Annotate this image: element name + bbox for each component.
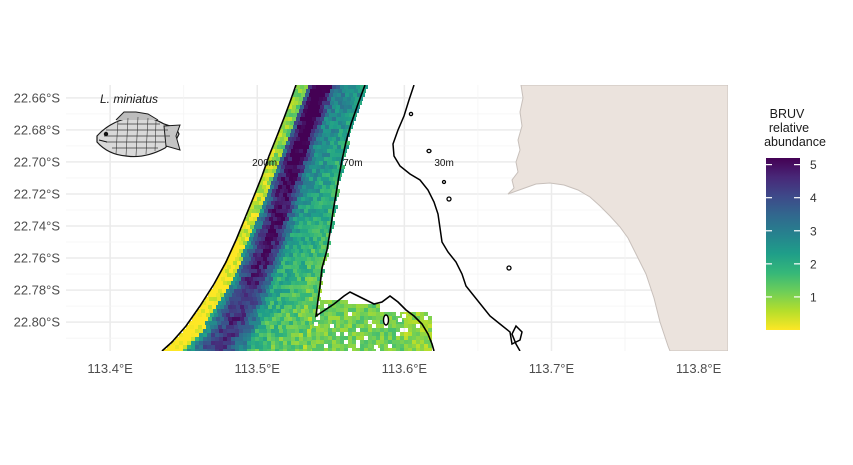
- y-tick-label: 22.68°S: [14, 122, 61, 137]
- y-axis: 22.66°S 22.68°S 22.70°S 22.72°S 22.74°S 22.76…: [14, 90, 61, 329]
- y-tick-label: 22.76°S: [14, 251, 61, 266]
- y-tick-label: 22.78°S: [14, 283, 61, 298]
- reef-outline: [426, 148, 432, 154]
- reef-outline: [408, 111, 414, 117]
- x-tick-label: 113.7°E: [529, 361, 575, 376]
- contour-30m-line: [392, 85, 523, 351]
- x-tick-label: 113.4°E: [87, 361, 133, 376]
- legend-title-line: abundance: [764, 135, 826, 149]
- contour-label: 200m: [252, 158, 277, 169]
- contour-70m-line: [314, 85, 435, 351]
- contour-label: 70m: [343, 158, 362, 169]
- y-tick-label: 22.72°S: [14, 186, 61, 201]
- x-axis: 113.4°E 113.5°E 113.6°E 113.7°E 113.8°E: [87, 361, 721, 376]
- y-tick-label: 22.74°S: [14, 219, 61, 234]
- legend-colorbar: [766, 158, 800, 330]
- legend-tick-label: 4: [810, 191, 817, 205]
- legend-tick-label: 1: [810, 290, 817, 304]
- legend-tick-label: 5: [810, 158, 817, 172]
- reef-outline: [506, 265, 512, 271]
- x-tick-label: 113.8°E: [676, 361, 722, 376]
- abundance-raster: [163, 85, 432, 351]
- legend-tick-label: 3: [810, 224, 817, 238]
- contour-label: 30m: [434, 158, 453, 169]
- legend-title-line: BRUV: [770, 107, 805, 121]
- contour-labels: 200m 70m 30m: [252, 158, 454, 169]
- fish-icon: [96, 111, 181, 158]
- legend-title-line: relative: [769, 121, 809, 135]
- color-legend: BRUV relative abundance 1 2 3 4 5: [764, 107, 826, 330]
- reef-outline: [441, 179, 447, 185]
- y-tick-label: 22.80°S: [14, 315, 61, 330]
- x-tick-label: 113.5°E: [235, 361, 281, 376]
- legend-ticks: 1 2 3 4 5: [766, 158, 817, 304]
- species-label: L. miniatus: [100, 92, 158, 106]
- x-tick-label: 113.6°E: [382, 361, 428, 376]
- land-polygon: [507, 85, 728, 351]
- y-tick-label: 22.66°S: [14, 90, 61, 105]
- y-tick-label: 22.70°S: [14, 154, 61, 169]
- legend-tick-label: 2: [810, 257, 817, 271]
- reef-outline: [382, 314, 390, 326]
- reef-outline: [446, 196, 452, 202]
- contour-200m-line: [161, 85, 297, 351]
